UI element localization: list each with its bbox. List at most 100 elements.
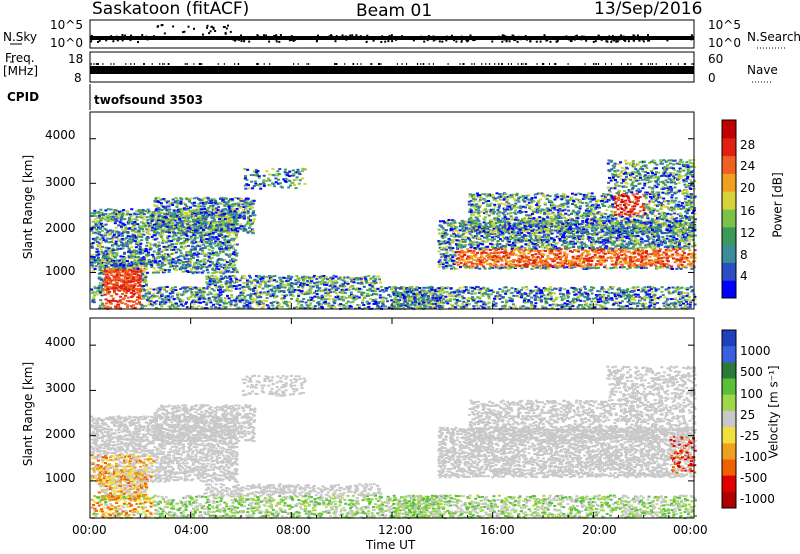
power-cell <box>94 291 98 294</box>
power-cell <box>346 282 350 285</box>
power-cell <box>197 271 201 274</box>
power-cell <box>122 297 126 300</box>
power-cell <box>234 222 238 225</box>
power-cell <box>277 303 281 305</box>
power-cell <box>525 265 529 268</box>
power-cell <box>477 237 481 240</box>
power-cell <box>485 240 489 243</box>
power-cell <box>251 292 255 295</box>
power-cell <box>154 260 158 263</box>
power-cell <box>99 219 103 222</box>
power-cell <box>123 287 127 290</box>
power-cell <box>201 230 205 233</box>
power-cell <box>252 202 255 205</box>
power-cell <box>320 294 324 297</box>
power-cell <box>217 246 221 249</box>
power-cell <box>200 271 204 274</box>
power-cell <box>191 245 194 248</box>
power-cell <box>116 238 120 241</box>
power-cell <box>251 206 255 209</box>
power-cell <box>292 288 295 291</box>
power-cell <box>226 294 229 297</box>
power-cell <box>157 263 161 266</box>
power-cell <box>202 287 206 289</box>
power-cell <box>292 295 296 298</box>
power-cell <box>297 182 301 185</box>
power-cell <box>188 254 192 256</box>
power-cell <box>469 241 473 244</box>
power-cell <box>462 259 466 262</box>
power-cell <box>215 224 219 227</box>
power-cell <box>196 215 200 218</box>
power-cell <box>122 269 126 271</box>
power-cell <box>200 306 204 309</box>
power-cell <box>163 240 167 242</box>
power-cell <box>109 281 112 284</box>
freq-spike <box>620 63 622 65</box>
power-cell <box>220 270 224 273</box>
power-cell <box>217 307 221 309</box>
power-cell <box>179 197 183 200</box>
power-cell <box>122 284 126 287</box>
power-cell <box>150 229 154 232</box>
power-cell <box>201 249 204 252</box>
power-cell <box>230 198 234 201</box>
power-cell <box>223 228 227 231</box>
power-cell <box>187 298 191 301</box>
power-cell <box>136 277 140 280</box>
power-cell <box>235 232 239 235</box>
power-cell <box>116 275 120 278</box>
power-cell <box>449 253 453 256</box>
power-cell <box>149 222 152 225</box>
power-cell <box>221 236 225 239</box>
power-cell <box>298 306 302 309</box>
power-cell <box>214 244 218 247</box>
power-cell <box>218 304 222 307</box>
vel-cb-tick-100: 100 <box>740 387 763 401</box>
power-cell <box>240 216 244 218</box>
power-cell <box>138 234 142 236</box>
power-cell <box>464 223 468 226</box>
power-cell <box>154 303 158 306</box>
power-cell <box>164 269 167 272</box>
power-cell <box>295 299 299 302</box>
power-cell <box>288 286 292 289</box>
power-cell <box>116 249 119 251</box>
power-cell <box>138 232 142 235</box>
power-cell <box>111 299 115 302</box>
power-cell <box>252 290 255 292</box>
power-cell <box>261 287 265 290</box>
power-cell <box>95 254 99 257</box>
power-cell <box>235 217 239 220</box>
power-cell <box>113 233 117 236</box>
power-cell <box>232 259 236 262</box>
power-cell <box>127 216 131 219</box>
power-cell <box>115 213 119 216</box>
nsky-baseline <box>90 36 694 40</box>
power-cell <box>199 301 202 304</box>
power-cell <box>519 252 523 254</box>
power-cell <box>180 243 184 246</box>
power-cell <box>124 226 128 229</box>
power-cell <box>100 222 104 225</box>
power-cell <box>191 231 195 234</box>
power-cell <box>222 221 226 223</box>
power-cell <box>195 293 199 296</box>
power-cell <box>112 283 116 286</box>
nsky-point <box>208 32 211 35</box>
power-cell <box>346 300 350 303</box>
power-cell <box>452 219 456 222</box>
power-cell <box>203 298 207 301</box>
power-cell <box>219 271 222 274</box>
power-cell <box>253 180 257 183</box>
power-cell <box>374 281 378 284</box>
power-cell <box>247 217 251 220</box>
power-cell <box>124 302 128 305</box>
power-cell <box>134 231 138 234</box>
power-cell <box>246 305 250 308</box>
power-cell <box>248 205 252 208</box>
power-cell <box>109 215 113 218</box>
power-cell <box>155 246 159 248</box>
power-cell <box>140 270 144 273</box>
power-cell <box>233 243 237 246</box>
